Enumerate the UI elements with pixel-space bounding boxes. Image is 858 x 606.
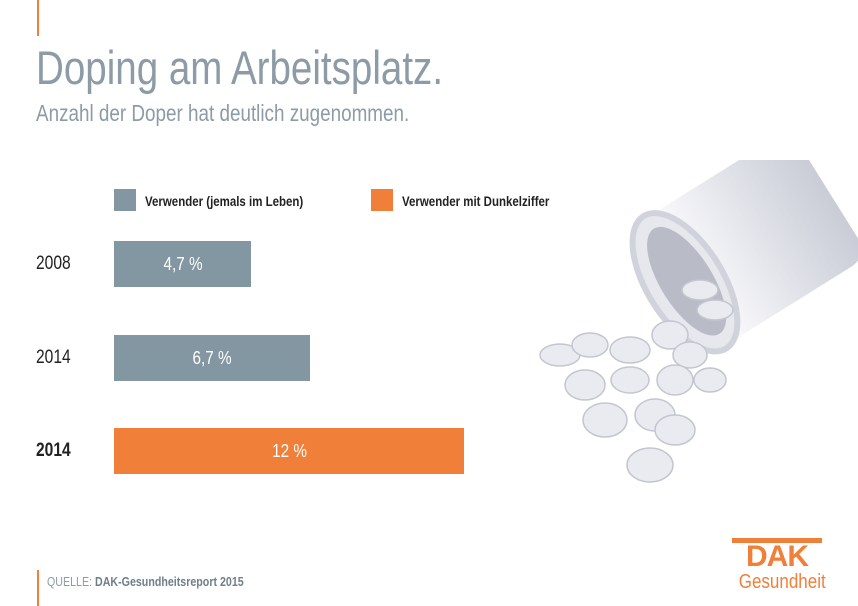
legend-swatch-1 <box>371 189 393 211</box>
bar: 12 % <box>114 428 465 474</box>
dak-logo: DAK Gesundheit <box>732 538 826 593</box>
value-label: 12 % <box>271 440 307 461</box>
legend-label-0: Verwender (jemals im Leben) <box>145 193 304 209</box>
page-title: Doping am Arbeitsplatz. <box>36 41 444 94</box>
source-note: QUELLE: DAK-Gesundheitsreport 2015 <box>47 574 244 589</box>
page-subtitle: Anzahl der Doper hat deutlich zugenommen… <box>36 100 410 126</box>
bar: 6,7 % <box>114 335 310 381</box>
source-text: DAK-Gesundheitsreport 2015 <box>95 574 244 589</box>
legend-label-1: Verwender mit Dunkelziffer <box>402 193 550 209</box>
value-label: 4,7 % <box>163 253 203 274</box>
category-label: 2014 <box>36 347 71 368</box>
category-label: 2008 <box>36 253 71 274</box>
pill-bottle-illustration <box>539 160 858 483</box>
accent-line-top <box>37 0 39 36</box>
logo-bar <box>732 538 822 543</box>
logo-sub: Gesundheit <box>738 571 826 593</box>
accent-line-bottom <box>37 570 39 606</box>
bar: 4,7 % <box>114 241 252 287</box>
value-label: 6,7 % <box>192 347 232 368</box>
source-label: QUELLE: <box>47 574 93 589</box>
legend-swatch-0 <box>114 189 136 211</box>
logo-brand: DAK <box>746 540 809 573</box>
category-label: 2014 <box>36 440 71 461</box>
